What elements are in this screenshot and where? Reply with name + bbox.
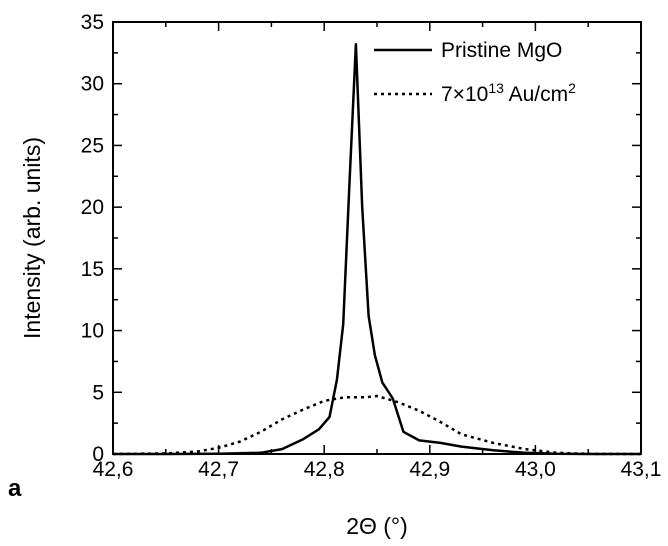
x-tick-labels: 42,6 42,7 42,8 42,9 43,0 43,1 [93, 458, 662, 481]
x-tick-label: 43,1 [621, 458, 662, 481]
x-tick-label: 43,0 [515, 458, 556, 481]
legend: Pristine MgO 7×1013 Au/cm2 [374, 39, 576, 106]
series-line-au-irradiated [112, 394, 642, 456]
y-tick-labels: 0 5 10 15 20 25 30 35 [81, 11, 104, 466]
y-tick-label: 30 [81, 73, 104, 96]
y-tick-label: 10 [81, 320, 104, 343]
x-tick-label: 42,6 [93, 458, 134, 481]
y-tick-label: 20 [81, 196, 104, 219]
x-axis-title: 2Θ (°) [346, 513, 408, 539]
y-tick-label: 5 [92, 381, 104, 404]
x-tick-label: 42,7 [198, 458, 239, 481]
y-tick-label: 15 [81, 258, 104, 281]
y-axis-title: Intensity (arb. units) [19, 137, 45, 339]
series-line-pristine-mgo [113, 42, 641, 456]
x-tick-label: 42,9 [409, 458, 450, 481]
x-tick-label: 42,8 [304, 458, 345, 481]
y-tick-label: 25 [81, 134, 104, 157]
panel-label: a [8, 475, 22, 502]
y-tick-label: 0 [92, 443, 104, 466]
series-group [112, 42, 642, 456]
y-tick-label: 35 [81, 11, 104, 34]
legend-label-au: 7×1013 Au/cm2 [441, 80, 576, 106]
legend-label-pristine: Pristine MgO [441, 39, 562, 62]
